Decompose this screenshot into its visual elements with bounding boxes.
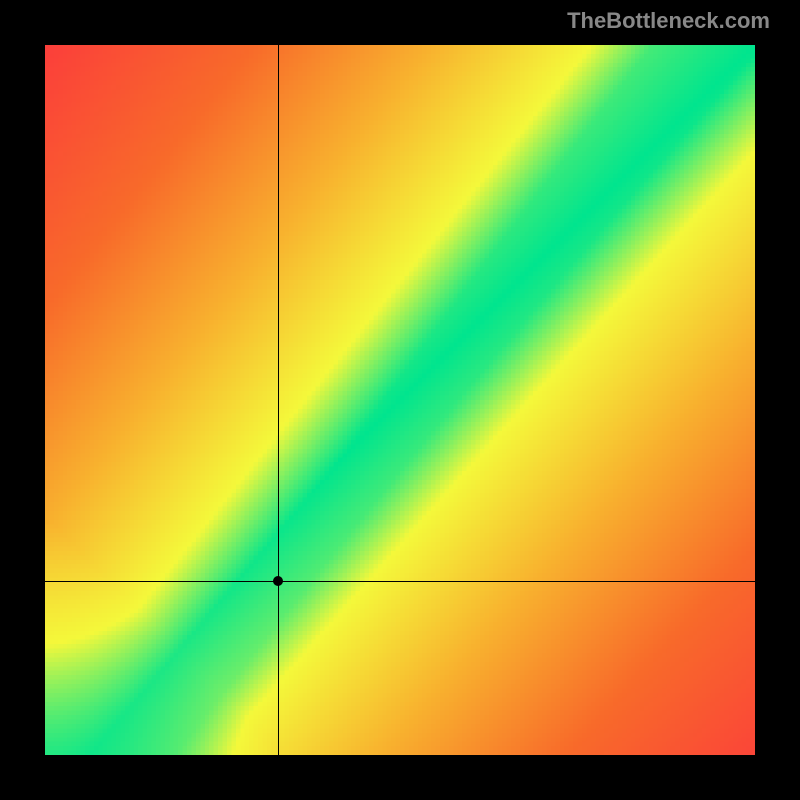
crosshair-vertical (278, 45, 279, 755)
heatmap-canvas (45, 45, 755, 755)
heatmap-plot (45, 45, 755, 755)
crosshair-marker (273, 576, 283, 586)
crosshair-horizontal (45, 581, 755, 582)
watermark-text: TheBottleneck.com (567, 8, 770, 34)
